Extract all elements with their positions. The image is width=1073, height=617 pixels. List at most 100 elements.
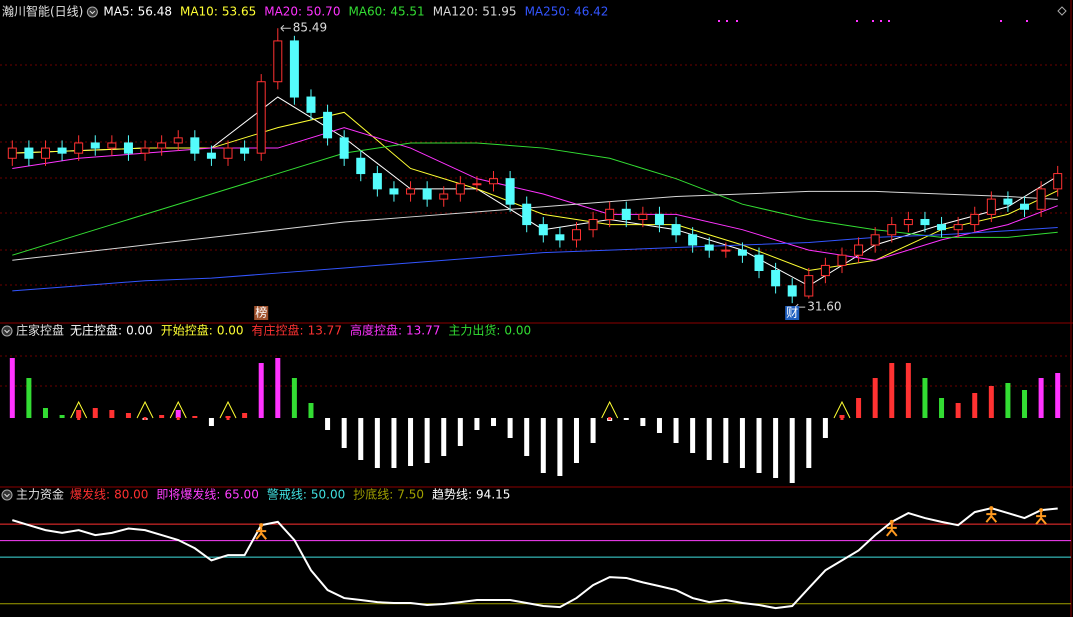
bar (358, 418, 364, 460)
candle-body (522, 203, 532, 226)
signal-dot (77, 417, 81, 420)
candle-body (887, 224, 897, 236)
bar (590, 418, 596, 443)
ma-line (12, 127, 1058, 261)
candle-body (455, 183, 465, 195)
candle-body (1036, 188, 1046, 210)
candle-body (273, 40, 283, 83)
bar (723, 418, 729, 463)
candle-body (140, 147, 150, 154)
candle-body (953, 224, 963, 231)
legend-name: MA5: (103, 5, 133, 19)
candle-body (870, 234, 880, 246)
bar (806, 418, 812, 468)
bar (839, 415, 845, 418)
signal-triangle (601, 400, 619, 419)
bar (656, 418, 662, 433)
bar (441, 418, 447, 456)
signal-triangle (136, 400, 154, 419)
candle-body (605, 208, 615, 220)
candle-body (489, 178, 499, 185)
signal-dot (608, 417, 612, 420)
signal-dot (226, 417, 230, 420)
candle-body (771, 270, 781, 287)
legend-name: 爆发线: (70, 487, 110, 502)
legend-name: 抄底线: (353, 487, 393, 502)
bar (573, 418, 579, 463)
menu-icon[interactable] (1057, 6, 1067, 16)
signal-triangle (833, 400, 851, 419)
candle-body (970, 213, 980, 226)
bar (9, 358, 15, 418)
bar (424, 418, 430, 463)
panel-icon (4, 493, 10, 498)
bar (540, 418, 546, 473)
candle-body (323, 111, 333, 139)
bar (856, 398, 862, 418)
candle-body (986, 198, 996, 215)
bar (1022, 390, 1028, 418)
legend-value: 94.15 (476, 488, 510, 502)
signal-triangle (70, 400, 88, 419)
signal-dot (840, 417, 844, 420)
candle-body (422, 188, 432, 200)
candle-body (837, 254, 847, 266)
bar (159, 415, 165, 418)
signal-dot (143, 417, 147, 420)
legend-value: 7.50 (397, 488, 424, 502)
bar (972, 393, 978, 418)
bar (739, 418, 745, 468)
legend-value: 56.48 (138, 5, 172, 19)
candle-body (920, 218, 930, 226)
ma-line (12, 142, 1058, 256)
bar (557, 418, 563, 476)
legend-value: 80.00 (114, 488, 148, 502)
candle-body (439, 193, 449, 200)
candle-body (406, 188, 416, 195)
signal-dot (176, 417, 180, 420)
legend-value: 53.65 (222, 5, 256, 19)
candle-body (240, 147, 250, 154)
top-dots (718, 20, 1028, 22)
signal-figure (889, 519, 894, 524)
legend-value: 46.42 (574, 5, 608, 19)
legend-value: 0.00 (504, 324, 531, 338)
bar (955, 403, 961, 418)
candle-body (638, 213, 648, 220)
bar (408, 418, 414, 466)
candle-body (804, 275, 814, 297)
candle-body (339, 137, 349, 159)
marker-box (785, 306, 800, 320)
bar (690, 418, 696, 453)
panel-icon (1, 489, 13, 501)
candle-body (854, 244, 864, 256)
candle-body (57, 147, 67, 154)
bar (1055, 373, 1061, 418)
panel-icon (86, 6, 98, 18)
signal-triangle (219, 400, 237, 419)
bar (905, 363, 911, 418)
panel-title: 瀚川智能(日线) (2, 4, 83, 19)
candle-body (256, 81, 266, 154)
candle-body (937, 224, 947, 231)
trend-line (12, 507, 1058, 610)
candle-body (90, 142, 100, 149)
candle-body (356, 157, 366, 175)
bar (92, 408, 98, 418)
bar (988, 386, 994, 418)
bar (125, 413, 131, 418)
candle-body (372, 173, 382, 190)
signal-figure (255, 527, 267, 540)
candle-body (206, 152, 216, 159)
candle-body (1003, 198, 1013, 205)
legend-value: 0.00 (217, 324, 244, 338)
legend-value: 0.00 (126, 324, 153, 338)
bar (457, 418, 463, 446)
annotation-pointer (280, 24, 291, 32)
candle-body (190, 137, 200, 154)
ma-line (12, 227, 1058, 292)
panel-title: 主力资金 (16, 487, 64, 502)
bar (325, 418, 331, 430)
candle-body (472, 183, 482, 186)
